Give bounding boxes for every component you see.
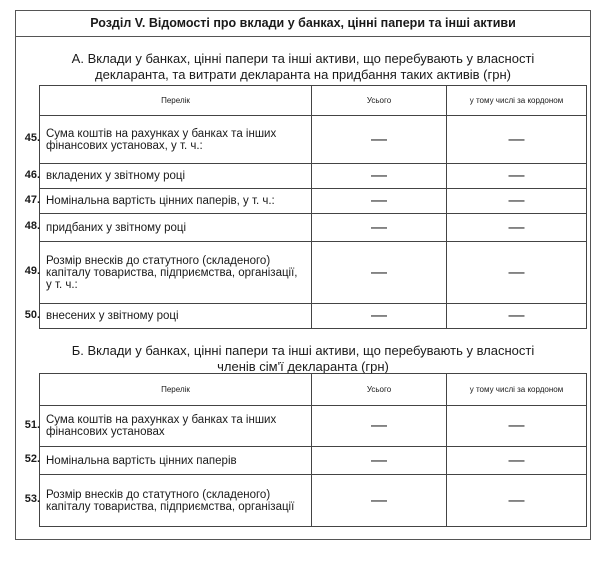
total-value: — (311, 213, 447, 242)
abroad-value: — (446, 163, 587, 189)
table-row: Номінальна вартість цінних паперів, у т.… (39, 188, 587, 214)
table-row: Сума коштів на рахунках у банках та інши… (39, 405, 587, 447)
row-number: 50. (24, 308, 40, 321)
total-value: — (311, 405, 447, 447)
header-abroad: у тому числі за кордоном (446, 85, 587, 116)
total-value: — (311, 446, 447, 475)
header-total: Усього (311, 85, 447, 116)
table-row: Номінальна вартість цінних паперів — — (39, 446, 587, 475)
abroad-value: — (446, 303, 587, 329)
section-a-table: Перелік Усього у тому числі за кордоном … (39, 85, 587, 329)
total-value: — (311, 474, 447, 527)
row-label: Сума коштів на рахунках у банках та інши… (39, 115, 312, 164)
row-number: 51. (24, 418, 40, 431)
total-value: — (311, 303, 447, 329)
row-label: Номінальна вартість цінних паперів, у т.… (39, 188, 312, 214)
abroad-value: — (446, 446, 587, 475)
section-v-frame: Розділ V. Відомості про вклади у банках,… (15, 10, 591, 540)
row-label: внесених у звітному році (39, 303, 312, 329)
row-label: вкладених у звітному році (39, 163, 312, 189)
abroad-value: — (446, 115, 587, 164)
total-value: — (311, 241, 447, 304)
table-row: Сума коштів на рахунках у банках та інши… (39, 115, 587, 164)
table-row: придбаних у звітному році — — (39, 213, 587, 242)
row-number: 46. (24, 168, 40, 181)
section-a-title: А. Вклади у банках, цінні папери та інші… (16, 51, 590, 83)
row-number: 53. (24, 493, 40, 505)
row-label: Розмір внесків до статутного (складеного… (39, 474, 312, 527)
abroad-value: — (446, 241, 587, 304)
total-value: — (311, 115, 447, 164)
section-b-title-line2: членів сім'ї декларанта (грн) (217, 359, 389, 374)
total-value: — (311, 163, 447, 189)
table-header: Перелік Усього у тому числі за кордоном (39, 373, 587, 406)
section-b-title-line1: Б. Вклади у банках, цінні папери та інші… (71, 343, 535, 358)
row-label: Розмір внесків до статутного (складеного… (39, 241, 312, 304)
header-abroad: у тому числі за кордоном (446, 373, 587, 406)
header-list: Перелік (39, 85, 312, 116)
abroad-value: — (446, 188, 587, 214)
total-value: — (311, 188, 447, 214)
section-b-title: Б. Вклади у банках, цінні папери та інші… (16, 343, 590, 375)
row-number: 48. (24, 220, 40, 232)
header-total: Усього (311, 373, 447, 406)
table-row: Розмір внесків до статутного (складеного… (39, 241, 587, 304)
abroad-value: — (446, 474, 587, 527)
section-title: Розділ V. Відомості про вклади у банках,… (16, 11, 590, 37)
header-list: Перелік (39, 373, 312, 406)
table-row: внесених у звітному році — — (39, 303, 587, 329)
section-b-table: Перелік Усього у тому числі за кордоном … (39, 373, 587, 527)
abroad-value: — (446, 213, 587, 242)
row-label: Сума коштів на рахунках у банках та інши… (39, 405, 312, 447)
section-a-title-line1: А. Вклади у банках, цінні папери та інші… (71, 51, 535, 66)
section-a-title-line2: декларанта, та витрати декларанта на при… (95, 67, 511, 82)
table-header: Перелік Усього у тому числі за кордоном (39, 85, 587, 116)
table-row: вкладених у звітному році — — (39, 163, 587, 189)
row-label: Номінальна вартість цінних паперів (39, 446, 312, 475)
row-number: 47. (24, 193, 40, 206)
table-row: Розмір внесків до статутного (складеного… (39, 474, 587, 527)
row-number: 52. (24, 453, 40, 465)
abroad-value: — (446, 405, 587, 447)
row-number: 45. (24, 132, 40, 144)
row-number: 49. (24, 265, 40, 277)
row-label: придбаних у звітному році (39, 213, 312, 242)
